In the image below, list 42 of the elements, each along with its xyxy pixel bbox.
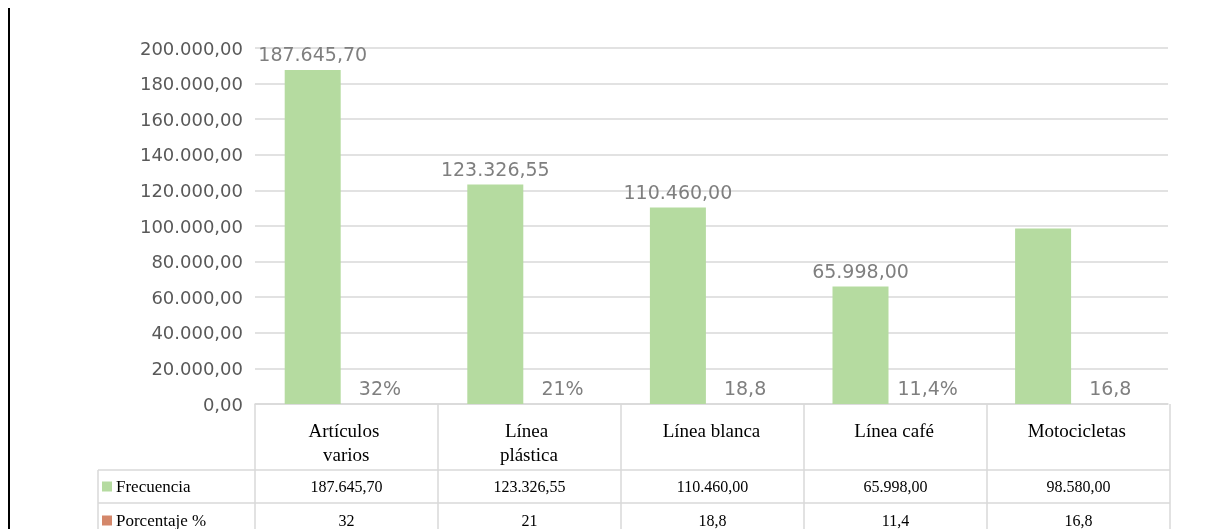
- data-label: 187.645,70: [310, 478, 383, 495]
- legend-label: Frecuencia: [116, 477, 192, 496]
- y-tick-label: 80.000,00: [151, 251, 243, 273]
- annotation: 123.326,55: [440, 157, 550, 180]
- data-label: 110.460,00: [676, 478, 749, 495]
- y-tick-label: 0,00: [202, 393, 243, 415]
- x-tick-label: Artículos varios: [308, 419, 385, 465]
- text: 18,8: [698, 512, 727, 529]
- annotation: 110.460,00: [623, 180, 733, 203]
- x-tick-label: Línea café: [854, 419, 934, 441]
- x-tick-label: Línea blanca: [662, 419, 761, 441]
- y-tick-label: 160.000,00: [139, 108, 243, 130]
- text: 16,8: [1064, 512, 1093, 529]
- y-tick-label: 120.000,00: [139, 179, 243, 201]
- bar: [649, 207, 706, 404]
- data-label: 11,4%: [897, 377, 958, 400]
- y-tick-label: 40.000,00: [151, 322, 243, 344]
- x-tick-label: Motocicletas: [1027, 419, 1126, 441]
- y-tick-label: 100.000,00: [139, 215, 243, 237]
- y-tick-label: 140.000,00: [139, 144, 243, 166]
- text: 11,4: [881, 512, 910, 529]
- bar: [284, 69, 341, 404]
- text: 32: [338, 512, 355, 529]
- data-label: 65.998,00: [863, 478, 928, 495]
- y-tick-label: 20.000,00: [151, 357, 243, 379]
- text: 98.580,00: [1046, 478, 1111, 495]
- bar: [467, 184, 524, 404]
- data-label: 32%: [358, 377, 402, 400]
- text: 21: [521, 512, 538, 529]
- y-tick-label: 180.000,00: [139, 73, 243, 95]
- legend-label: Porcentaje %: [116, 511, 207, 529]
- annotation: 187.645,70: [258, 43, 368, 66]
- x-tick-label: Línea plástica: [499, 419, 559, 465]
- data-label: 16,8: [1089, 377, 1132, 400]
- y-tick-label: 60.000,00: [151, 286, 243, 308]
- annotation: 65.998,00: [812, 260, 909, 283]
- bar: [1015, 228, 1072, 404]
- data-label: 21%: [541, 377, 584, 400]
- bar: [832, 286, 889, 404]
- data-label: 123.326,55: [493, 478, 566, 495]
- y-tick-label: 200.000,00: [139, 37, 243, 59]
- data-label: 18,8: [723, 377, 767, 400]
